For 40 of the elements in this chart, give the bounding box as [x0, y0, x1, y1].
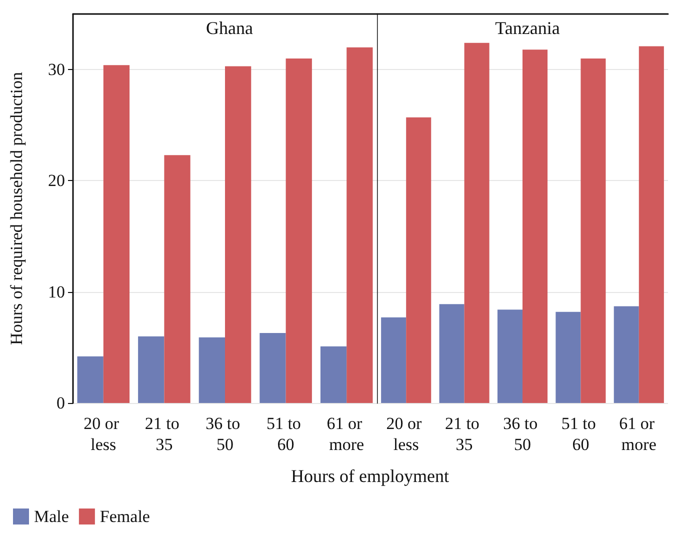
legend-label: Male [34, 507, 69, 526]
y-tick-label: 30 [48, 60, 65, 80]
bar [138, 336, 164, 403]
bar [638, 46, 664, 403]
bar [198, 337, 225, 403]
bar [286, 58, 312, 403]
bar [346, 47, 373, 403]
x-tick-label: 51 to 60 [561, 414, 600, 454]
x-tick-label: 36 to 50 [206, 414, 244, 454]
bar [464, 42, 490, 403]
y-tick-label: 10 [48, 282, 65, 302]
bar [77, 356, 104, 403]
bar [556, 312, 581, 403]
bar [260, 332, 286, 403]
y-tick-label: 0 [56, 394, 65, 412]
bar [103, 65, 130, 403]
x-tick-label: 36 to 50 [503, 414, 542, 454]
bar [381, 317, 406, 403]
bar [580, 58, 606, 403]
bar [522, 50, 548, 403]
y-tick-label: 20 [48, 171, 65, 190]
bar [225, 66, 252, 403]
chart-title: Tanzania [495, 18, 560, 38]
y-axis-title: Hours of required household production [7, 72, 26, 345]
bar [614, 306, 639, 403]
x-tick-label: 61 or more [619, 414, 659, 454]
x-axis-title: Hours of employment [290, 466, 450, 487]
x-tick-label: 20 or less [386, 414, 426, 454]
x-tick-label: 21 to 35 [444, 414, 484, 454]
x-tick-label: 51 to 60 [266, 414, 306, 454]
bar [164, 155, 190, 403]
legend-label: Female [100, 507, 150, 526]
bar [497, 310, 522, 403]
x-tick-label: 61 or more [326, 414, 366, 454]
bar [406, 117, 432, 403]
x-tick-label: 21 to 35 [144, 414, 184, 454]
chart-title: Ghana [206, 18, 253, 38]
x-tick-label: 20 or less [84, 414, 124, 454]
bar [439, 304, 464, 403]
bar [320, 346, 347, 403]
